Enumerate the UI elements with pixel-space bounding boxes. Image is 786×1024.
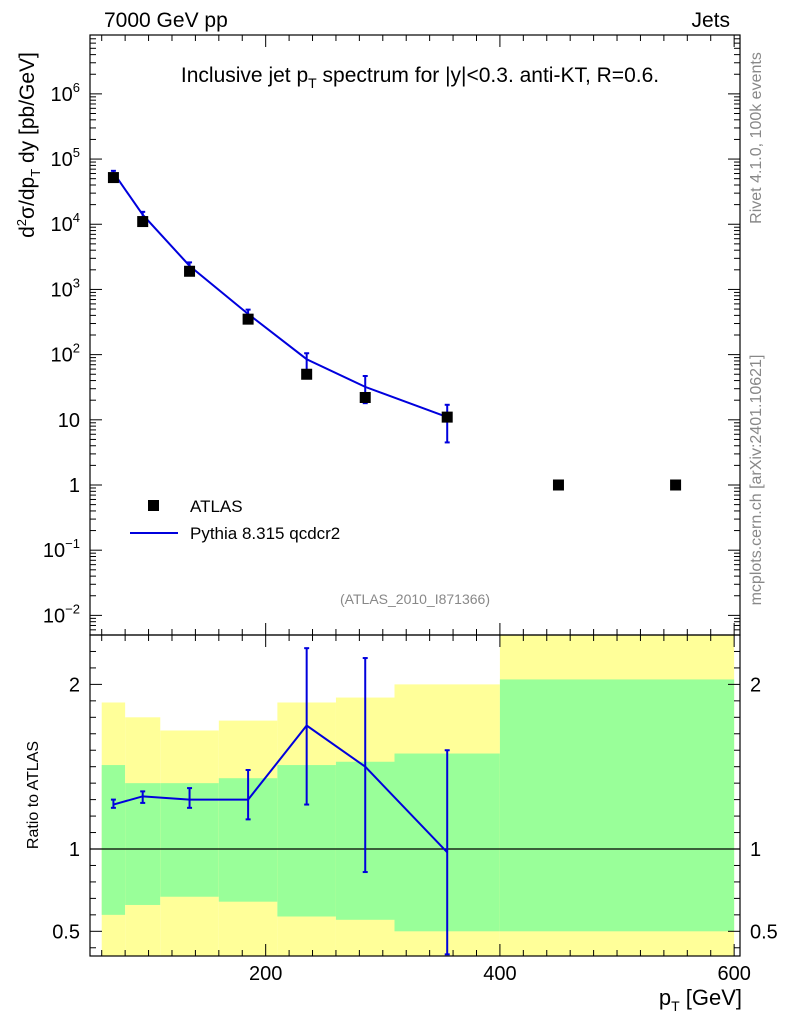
ratio-ylabel: Ratio to ATLAS [25, 741, 42, 849]
ylabel-sigma: σ/dp [16, 177, 39, 219]
ratio-tick-label-right: 2 [750, 674, 761, 696]
pythia-curve [112, 172, 448, 419]
xlabel-rest: [GeV] [680, 985, 742, 1010]
ratio-series-marks [110, 647, 450, 956]
title-prefix: Inclusive jet p [181, 64, 308, 87]
title-sub: T [308, 75, 317, 91]
ratio-tick-label-left: 1 [69, 839, 80, 861]
header-category: Jets [691, 9, 730, 32]
atlas-data-point [242, 313, 254, 325]
ratio-tick-label-right: 1 [750, 839, 761, 861]
ylabel-sub: T [28, 169, 43, 177]
legend-label-atlas: ATLAS [190, 497, 243, 516]
analysis-id: (ATLAS_2010_I871366) [340, 591, 490, 607]
atlas-data-point [107, 172, 119, 184]
ratio-tick-label-right: 0.5 [750, 921, 778, 943]
y-tick-label: 10 [58, 410, 80, 432]
legend: ATLAS Pythia 8.315 qcdcr2 [130, 497, 340, 543]
atlas-data-point [184, 265, 196, 277]
rivet-label: Rivet 4.1.0, 100k events [748, 52, 765, 224]
y-tick-label: 102 [51, 341, 80, 367]
atlas-data-point [441, 411, 453, 423]
atlas-data-point [359, 391, 371, 403]
atlas-data-point [670, 479, 682, 491]
ratio-panel-frame [89, 634, 741, 957]
y-tick-label: 10−2 [43, 601, 80, 627]
y-tick-label: 1 [69, 475, 80, 497]
xlabel-sub: T [671, 998, 680, 1014]
y-tick-label: 105 [51, 145, 80, 171]
atlas-data-point [552, 479, 564, 491]
title-suffix: spectrum for |y|<0.3. anti-KT, R=0.6. [317, 64, 659, 87]
header-energy: 7000 GeV pp [104, 9, 228, 32]
y-tick-label: 10−1 [43, 536, 80, 562]
ylabel-rest: dy [pb/GeV] [16, 52, 39, 169]
ylabel-d: d [16, 226, 39, 238]
y-tick-label: 103 [51, 275, 80, 301]
ratio-tick-label-left: 2 [69, 674, 80, 696]
atlas-data-point [301, 368, 313, 380]
atlas-data-point [137, 216, 149, 228]
y-tick-label: 106 [51, 80, 80, 106]
x-tick-label: 400 [483, 963, 516, 985]
x-tick-label: 600 [717, 963, 750, 985]
ylabel-sup: 2 [14, 219, 29, 226]
mcplots-label: mcplots.cern.ch [arXiv:2401.10621] [748, 355, 765, 606]
ratio-tick-label-left: 0.5 [52, 921, 80, 943]
x-tick-label: 200 [249, 963, 282, 985]
inner-band-bin [499, 679, 735, 932]
x-axis-label: pT [GeV] [659, 985, 742, 1014]
legend-label-pythia: Pythia 8.315 qcdcr2 [190, 524, 340, 543]
inner-band-bin [101, 765, 126, 915]
chart-title: Inclusive jet pT spectrum for |y|<0.3. a… [181, 64, 659, 91]
main-panel-frame [89, 34, 741, 636]
y-tick-label: 104 [51, 210, 80, 236]
legend-marker-atlas [148, 500, 159, 511]
main-ylabel: d2σ/dpT dy [pb/GeV] [14, 52, 43, 238]
xlabel-p: p [659, 985, 671, 1010]
ratio-bands [101, 635, 735, 956]
main-series-marks [107, 169, 682, 491]
